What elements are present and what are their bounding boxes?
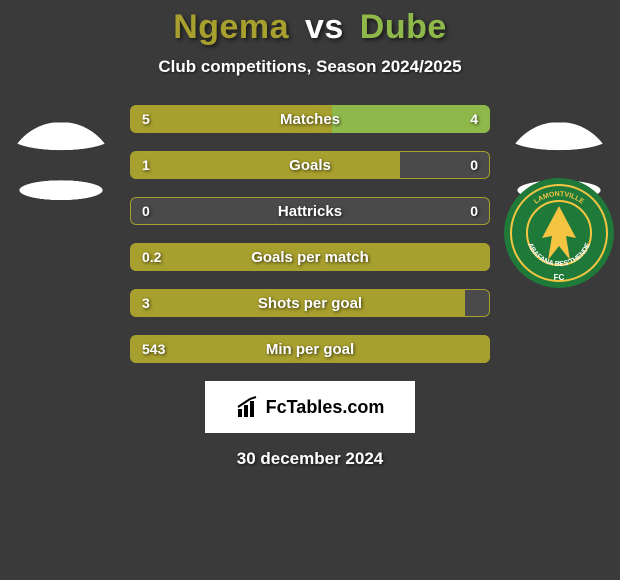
- bar-fill-player1: [130, 289, 465, 317]
- date-text: 30 december 2024: [0, 449, 620, 469]
- bar-fill-player1: [130, 335, 490, 363]
- stat-bar: Hattricks00: [130, 197, 490, 225]
- stat-bar: Matches54: [130, 105, 490, 133]
- stat-bar: Shots per goal3: [130, 289, 490, 317]
- badge-fc-text: FC: [554, 273, 565, 282]
- subtitle: Club competitions, Season 2024/2025: [0, 57, 620, 77]
- bar-fill-player1: [130, 243, 490, 271]
- club-badge-icon: LAMONTVILLE ABAFANA BES'THENDE FC: [504, 178, 614, 288]
- fctables-icon: [236, 395, 260, 419]
- stat-bar: Min per goal543: [130, 335, 490, 363]
- bar-fill-player2: [332, 105, 490, 133]
- comparison-title: Ngema vs Dube: [0, 8, 620, 47]
- player2-club-badge: LAMONTVILLE ABAFANA BES'THENDE FC: [504, 178, 614, 288]
- player2-name: Dube: [360, 8, 447, 46]
- bar-fill-player1: [130, 151, 400, 179]
- stat-bar: Goals10: [130, 151, 490, 179]
- player1-avatar: [6, 122, 116, 232]
- vs-text: vs: [305, 8, 344, 46]
- player1-name: Ngema: [173, 8, 289, 46]
- bar-fill-player1: [130, 105, 332, 133]
- stats-bars: Matches54 Goals10 Hattricks00 Goals per mat…: [130, 105, 490, 363]
- avatar-placeholder-icon: [6, 122, 116, 232]
- source-logo: FcTables.com: [205, 381, 415, 433]
- source-logo-text: FcTables.com: [266, 397, 385, 418]
- bar-track: [130, 197, 490, 225]
- stat-bar: Goals per match0.2: [130, 243, 490, 271]
